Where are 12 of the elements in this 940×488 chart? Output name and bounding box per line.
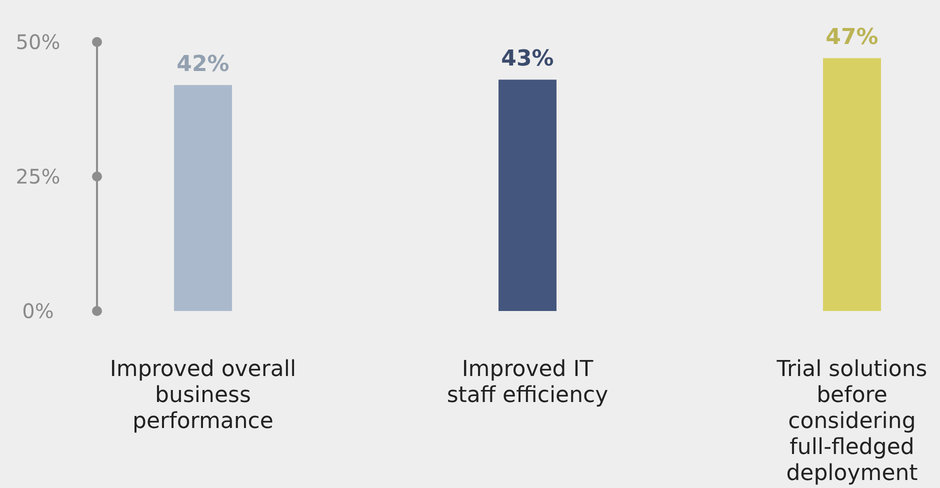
y-tick-label: 0% (22, 299, 54, 323)
bar (823, 58, 881, 311)
bar (498, 80, 556, 311)
data-label: 47% (826, 25, 878, 50)
y-tick-label: 50% (16, 30, 60, 54)
data-label: 42% (176, 52, 230, 78)
data-label: 43% (501, 46, 554, 72)
x-tick-label: Improved overall business performance (110, 357, 296, 434)
y-tick-label: 25% (16, 164, 60, 188)
x-tick-label: Trial solutions before considering full-fledged deployment (776, 357, 928, 486)
x-tick-label: Improved IT staff efficiency (446, 357, 608, 408)
bar (174, 85, 232, 311)
